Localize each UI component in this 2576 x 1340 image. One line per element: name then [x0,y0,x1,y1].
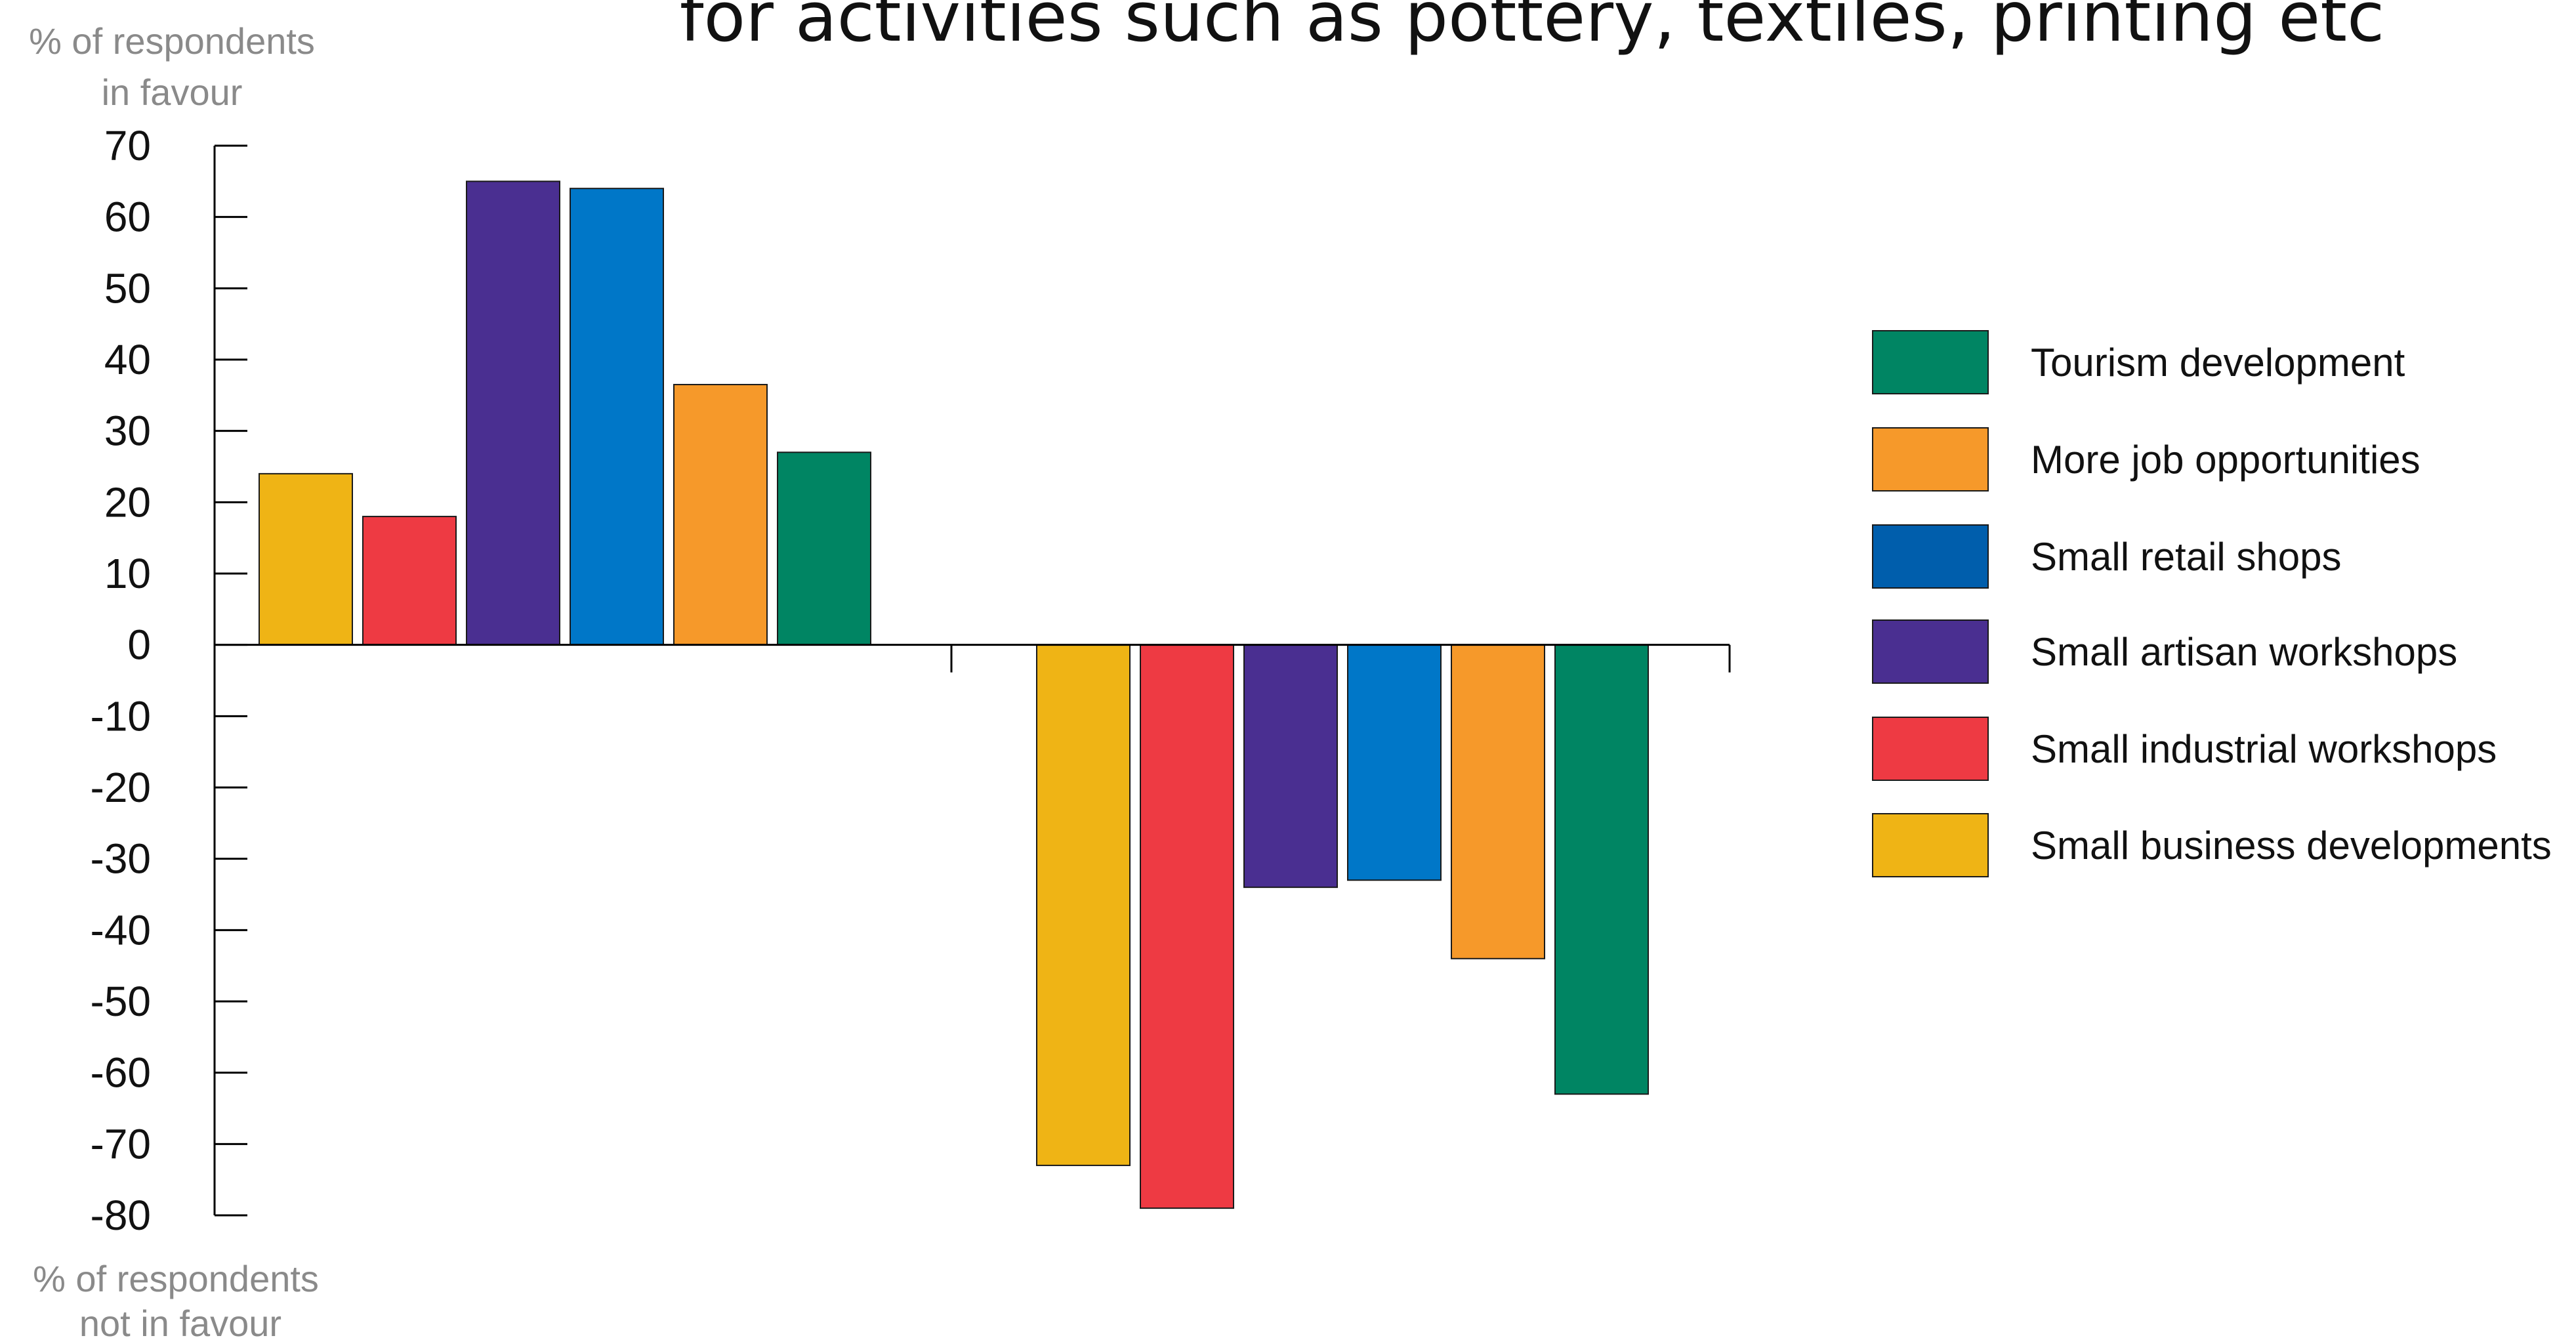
y-tick-label: 30 [104,408,151,455]
bar-in-favour-more-job-opportunities [673,384,768,646]
legend-label: More job opportunities [2031,438,2420,482]
legend-swatch [1872,330,1989,394]
legend-label: Small business developments [2031,824,2552,868]
bar-not-in-favour-small-business-developments [1036,644,1131,1166]
y-tick-label: 60 [104,194,151,241]
legend: Tourism development More job opportunitie… [1872,330,2552,877]
legend-swatch [1872,619,1989,684]
bar-in-favour-tourism-development [777,451,871,646]
y-tick-label: 0 [127,621,151,669]
bar-in-favour-small-retail-shops [570,188,664,646]
legend-swatch [1872,427,1989,492]
y-tick-label: 20 [104,478,151,526]
y-tick-label: -10 [91,692,152,740]
y-tick-label: -70 [91,1120,152,1167]
bar-not-in-favour-small-retail-shops [1347,644,1442,881]
y-tick-label: -50 [91,978,152,1025]
y-label-bottom-line-2: not in favour [79,1303,281,1340]
y-tick-label: -40 [91,906,152,953]
y-tick-label: -20 [91,764,152,811]
y-tick-label: -80 [91,1192,152,1239]
x-axis [215,644,1731,673]
y-label-bottom-line-1: % of respondents [33,1258,319,1299]
bar-in-favour-small-industrial-workshops [362,516,457,646]
bar-not-in-favour-tourism-development [1554,644,1649,1095]
bar-not-in-favour-more-job-opportunities [1451,644,1545,959]
y-axis: 70 60 50 40 30 20 10 0 -10 -20 -30 -40 -50 -60 -70 -80 [91,122,247,1239]
legend-swatch [1872,717,1989,781]
y-tick-label: -30 [91,835,152,883]
bar-not-in-favour-small-industrial-workshops [1140,644,1234,1209]
legend-label: Small retail shops [2031,535,2342,579]
bars [259,180,1649,1209]
legend-label: Small industrial workshops [2031,727,2497,771]
chart-title: for activities such as pottery, textiles… [680,0,2384,57]
bar-in-favour-small-business-developments [259,472,353,646]
y-label-top-line-1: % of respondents [29,20,315,62]
bar-not-in-favour-small-artisan-workshops [1243,644,1338,889]
y-tick-label: 10 [104,550,151,597]
bar-in-favour-small-artisan-workshops [466,180,560,646]
y-tick-label: 70 [104,122,151,169]
y-tick-label: -60 [91,1049,152,1097]
legend-label: Small artisan workshops [2031,630,2457,674]
legend-label: Tourism development [2031,341,2405,385]
y-label-top-line-2: in favour [102,72,243,113]
y-tick-label: 40 [104,336,151,383]
legend-swatch [1872,524,1989,589]
legend-swatch [1872,813,1989,877]
y-tick-label: 50 [104,264,151,312]
